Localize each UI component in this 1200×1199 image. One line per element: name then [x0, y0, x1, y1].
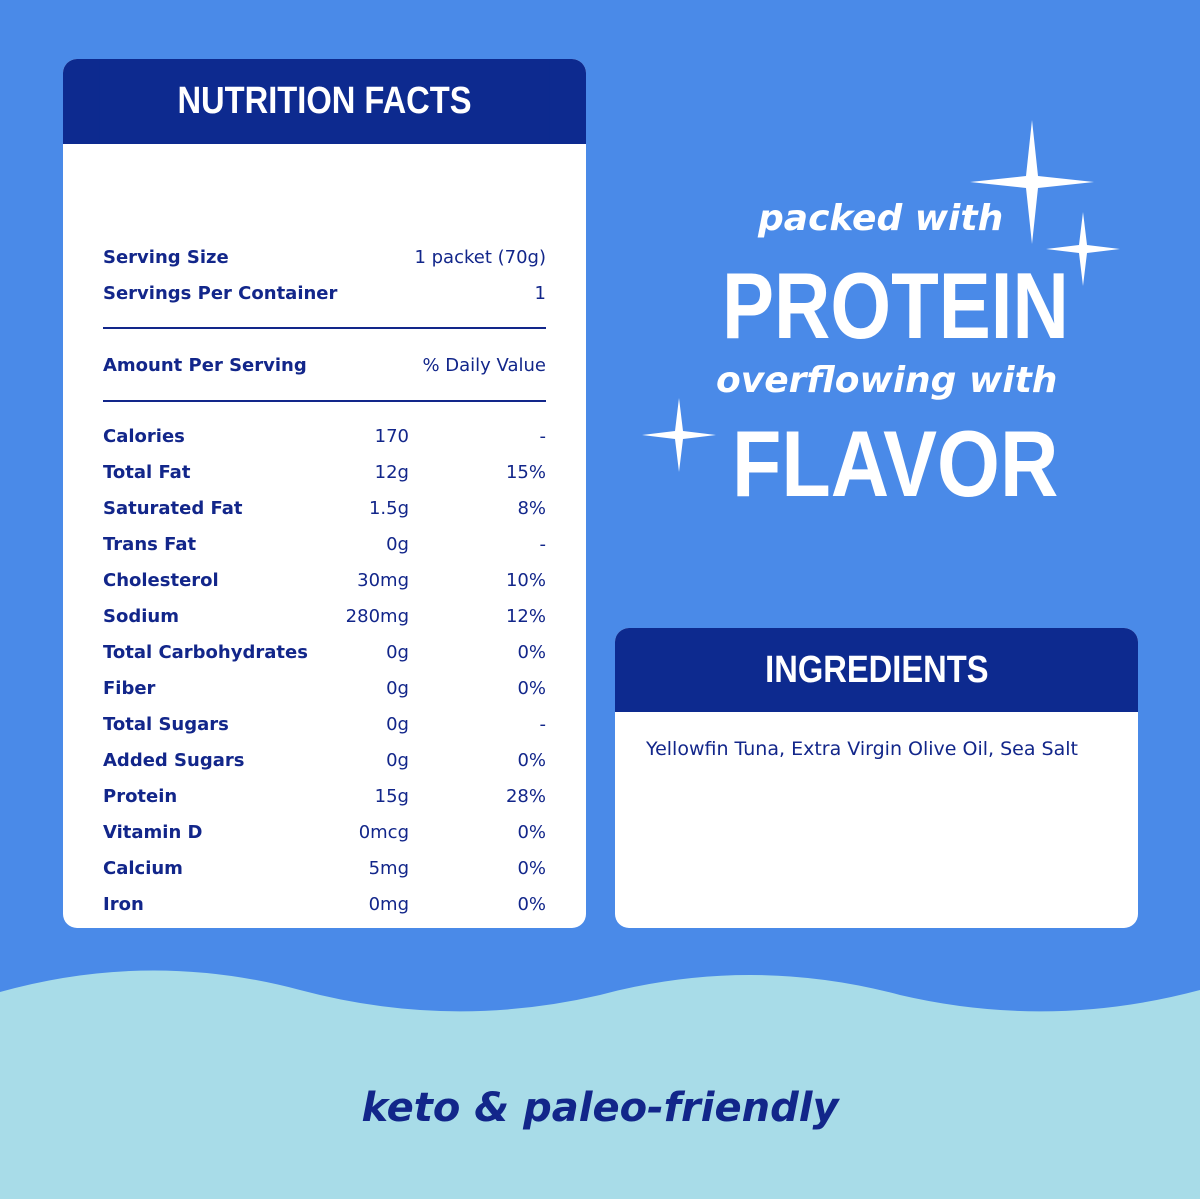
nutrient-amount: 0mg [368, 894, 409, 915]
divider [103, 327, 546, 329]
nutrient-amount: 5mg [368, 858, 409, 879]
nutrient-daily-value: - [539, 714, 547, 735]
nutrient-name: Iron [103, 894, 144, 915]
hero-line-protein: PROTEIN [722, 253, 1069, 358]
nutrient-daily-value: 0% [517, 678, 546, 699]
nutrient-daily-value: 12% [505, 606, 546, 627]
nutrient-name: Total Sugars [103, 714, 229, 735]
hero-line-flavor: FLAVOR [732, 411, 1059, 516]
daily-value-label: % Daily Value [422, 354, 546, 376]
nutrition-facts-title: NUTRITION FACTS [99, 59, 550, 144]
nutrient-amount: 0g [386, 750, 409, 771]
nutrient-row: Calcium 5mg 0% [103, 856, 546, 882]
nutrient-row: Sodium 280mg 12% [103, 604, 546, 630]
nutrient-amount: 280mg [345, 606, 409, 627]
nutrient-amount: 15g [374, 786, 409, 807]
nutrient-amount: 0g [386, 642, 409, 663]
ingredients-header: INGREDIENTS [615, 628, 1138, 712]
nutrient-daily-value: 15% [505, 462, 546, 483]
amount-per-serving-label: Amount Per Serving [103, 354, 307, 376]
nutrient-daily-value: 8% [517, 498, 546, 519]
nutrient-name: Cholesterol [103, 570, 219, 591]
nutrient-row: Protein 15g 28% [103, 784, 546, 810]
nutrient-name: Protein [103, 786, 178, 807]
nutrient-name: Total Carbohydrates [103, 642, 308, 663]
nutrient-amount: 30mg [357, 570, 409, 591]
nutrient-name: Trans Fat [103, 534, 197, 555]
nutrient-row: Cholesterol 30mg 10% [103, 568, 546, 594]
divider [103, 400, 546, 402]
tagline: keto & paleo-friendly [361, 1085, 839, 1131]
nutrient-row: Vitamin D 0mcg 0% [103, 820, 546, 846]
sparkle-icon [970, 120, 1094, 244]
nutrient-name: Added Sugars [103, 750, 245, 771]
ingredients-panel: INGREDIENTS Yellowfin Tuna, Extra Virgin… [615, 628, 1138, 928]
servings-per-container-value: 1 [534, 282, 546, 304]
nutrient-row: Saturated Fat 1.5g 8% [103, 496, 546, 522]
nutrient-daily-value: 28% [505, 786, 546, 807]
nutrient-daily-value: 0% [517, 822, 546, 843]
servings-per-container-label: Servings Per Container [103, 282, 338, 304]
nutrition-facts-panel: NUTRITION FACTS Serving Size 1 packet (7… [63, 59, 586, 928]
nutrient-name: Calcium [103, 858, 183, 879]
serving-size-value: 1 packet (70g) [414, 246, 546, 268]
nutrient-name: Calories [103, 426, 185, 447]
nutrient-name: Sodium [103, 606, 179, 627]
hero-line-overflowing-with: overflowing with [716, 360, 1058, 401]
nutrient-daily-value: 0% [517, 858, 546, 879]
nutrient-daily-value: - [539, 534, 547, 555]
nutrient-row: Calories 170 - [103, 424, 546, 450]
nutrient-amount: 0mcg [358, 822, 409, 843]
nutrient-daily-value: 0% [517, 894, 546, 915]
serving-size-label: Serving Size [103, 246, 229, 268]
ingredients-text: Yellowfin Tuna, Extra Virgin Olive Oil, … [646, 738, 1078, 760]
nutrient-row: Total Carbohydrates 0g 0% [103, 640, 546, 666]
nutrient-row: Total Fat 12g 15% [103, 460, 546, 486]
nutrient-row: Iron 0mg 0% [103, 892, 546, 918]
nutrient-row: Added Sugars 0g 0% [103, 748, 546, 774]
sparkle-icon [1046, 212, 1120, 286]
nutrient-amount: 0g [386, 534, 409, 555]
serving-size-row: Serving Size 1 packet (70g) [103, 244, 546, 270]
nutrient-name: Total Fat [103, 462, 191, 483]
nutrient-amount: 0g [386, 714, 409, 735]
nutrient-amount: 12g [374, 462, 409, 483]
nutrient-daily-value: 0% [517, 642, 546, 663]
servings-per-container-row: Servings Per Container 1 [103, 280, 546, 306]
hero-line-packed-with: packed with [758, 198, 1004, 239]
nutrient-amount: 1.5g [368, 498, 409, 519]
nutrient-name: Fiber [103, 678, 156, 699]
nutrient-row: Total Sugars 0g - [103, 712, 546, 738]
nutrient-daily-value: 10% [505, 570, 546, 591]
amount-per-serving-row: Amount Per Serving % Daily Value [103, 352, 546, 378]
nutrient-amount: 170 [374, 426, 409, 447]
nutrient-daily-value: - [539, 426, 547, 447]
nutrient-daily-value: 0% [517, 750, 546, 771]
sparkle-icon [642, 398, 716, 472]
nutrient-name: Vitamin D [103, 822, 203, 843]
nutrient-name: Saturated Fat [103, 498, 243, 519]
ingredients-title: INGREDIENTS [764, 648, 989, 691]
nutrient-amount: 0g [386, 678, 409, 699]
nutrient-row: Trans Fat 0g - [103, 532, 546, 558]
nutrient-row: Fiber 0g 0% [103, 676, 546, 702]
